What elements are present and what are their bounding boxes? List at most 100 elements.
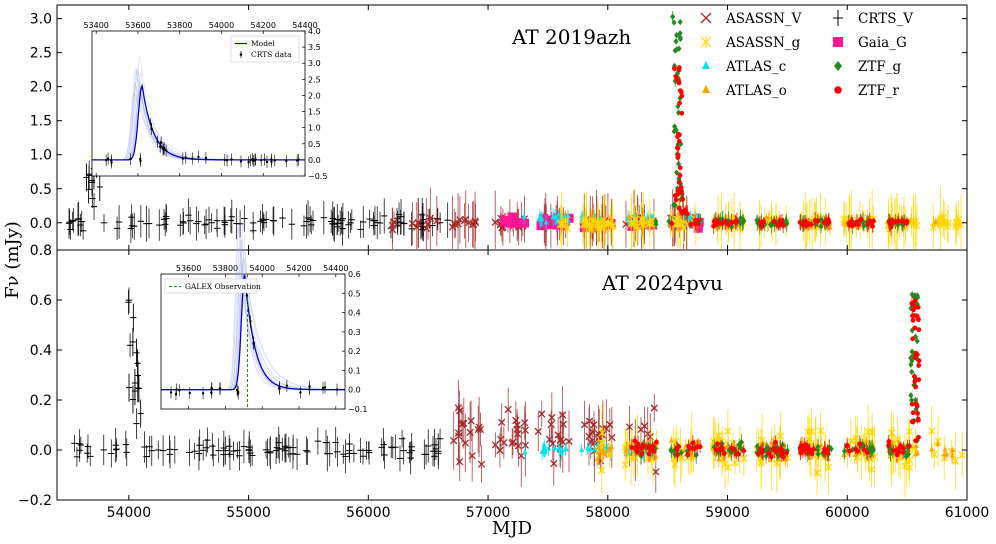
legend-entry-ASASSN_V: ASASSN_V [700,11,802,27]
marker-ATLAS_o [602,451,608,457]
dot-mark [776,223,781,229]
diamond-mark [908,396,915,404]
marker-ASASSN_g [928,427,936,435]
marker-ASASSN_V [456,216,464,224]
marker-ZTF_g [834,61,842,71]
dot-mark [834,86,842,94]
y-tick-label: 0.2 [30,393,52,409]
tri-mark [702,61,710,69]
marker-ZTF_g [672,123,678,130]
dot-mark [896,450,902,455]
marker-ZTF_r [910,410,916,416]
dot-mark [805,445,811,451]
dot-mark [711,223,717,229]
marker-ZTF_g [909,368,915,375]
marker-ZTF_r [910,336,916,342]
tri-mark [913,442,919,449]
marker-ZTF_r [674,447,680,452]
marker-ZTF_g [911,293,918,301]
marker-ZTF_g [678,140,684,148]
marker-ATLAS_o [912,451,919,457]
marker-ASASSN_V [468,452,476,460]
marker-ATLAS_o [932,218,939,224]
diamond-mark [776,452,782,459]
marker-ZTF_r [916,358,922,364]
inset-x-tick-label: 53800 [213,264,238,273]
marker-ZTF_r [771,219,777,224]
marker-ZTF_r [641,443,647,448]
inset-point [239,160,243,163]
x-mark [538,410,546,418]
marker-ZTF_r [675,191,680,197]
inset-x-tick-label: 54400 [323,264,348,273]
y-tick-label: 1.0 [30,148,52,164]
dot-mark [823,450,829,455]
marker-Gaia_G [634,218,644,228]
marker-ASASSN_V [422,224,431,233]
diamond-mark [678,449,684,456]
marker-ZTF_r [861,447,867,453]
marker-ASASSN_V [491,441,500,449]
inset-point [252,341,255,344]
x-mark [468,452,476,460]
inset-y-tick-label: 1.5 [308,108,321,117]
x-mark [558,411,567,419]
inset-legend-dot [239,53,243,56]
tri-mark [912,451,919,457]
x-mark [433,217,441,225]
dot-mark [844,443,850,449]
dot-mark [916,363,922,368]
marker-ASASSN_g [639,216,648,225]
marker-ASASSN_g [604,219,612,228]
marker-ATLAS_o [668,437,674,443]
marker-ZTF_g [668,448,675,455]
dot-mark [676,187,682,193]
marker-ZTF_r [677,165,683,171]
dot-mark [849,223,855,228]
marker-ZTF_g [909,327,915,334]
x-mark [474,425,482,434]
diamond-mark [908,305,914,312]
dot-mark [815,218,821,224]
x-mark [455,432,463,440]
marker-ZTF_r [711,218,717,224]
marker-ZTF_r [711,223,717,229]
dot-mark [916,358,922,364]
x-mark [450,219,458,228]
inset-point [191,157,194,160]
marker-ZTF_r [916,327,922,333]
dot-mark [677,88,683,94]
dot-mark [650,443,656,449]
marker-ZTF_g [914,301,920,308]
marker-ZTF_r [675,131,681,137]
diamond-mark [676,45,682,52]
marker-ATLAS_o [950,446,956,453]
inset-point [251,157,254,161]
x-mark [456,457,464,466]
marker-ZTF_r [847,448,852,454]
marker-ZTF_r [871,218,876,224]
x-mark [595,433,603,441]
dot-mark [766,450,772,456]
inset-point [164,149,168,152]
marker-ATLAS_o [864,438,870,444]
inset-point [236,390,240,394]
marker-ASASSN_g [901,462,909,470]
square-mark [508,212,518,222]
x-mark [491,441,500,449]
dot-mark [680,196,686,202]
marker-Gaia_G [547,218,557,228]
x-mark [388,221,396,229]
y-tick-label: 1.5 [30,114,52,130]
marker-ZTF_g [768,221,774,228]
marker-ASASSN_V [652,468,660,476]
x-mark [534,427,542,436]
dot-mark [679,110,685,116]
marker-ASASSN_V [521,419,529,427]
marker-ZTF_r [635,441,641,447]
marker-ZTF_r [915,416,921,422]
inset-y-tick-label: −0.1 [348,405,367,414]
star-mark [901,462,909,470]
marker-ZTF_g [908,396,915,404]
marker-ATLAS_o [852,451,858,457]
